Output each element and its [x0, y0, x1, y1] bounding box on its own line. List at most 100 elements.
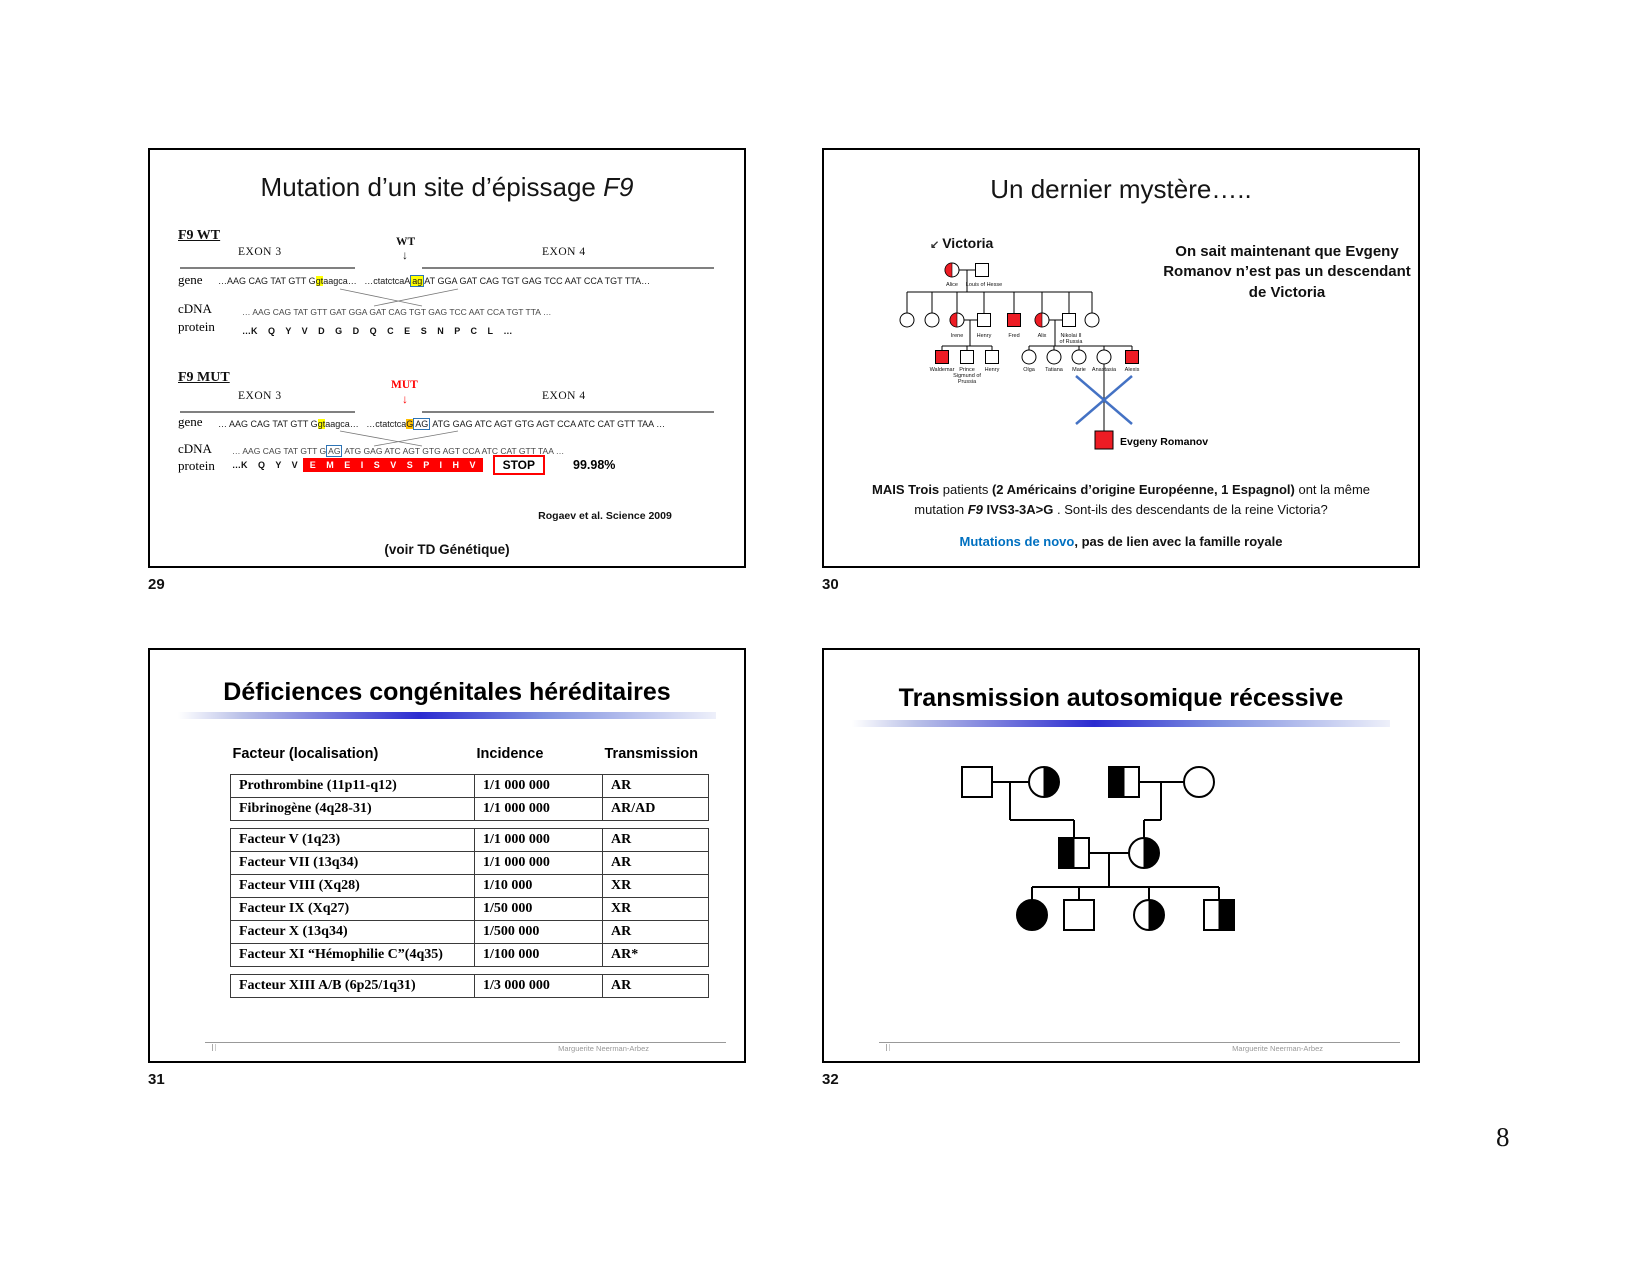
table-gap-row	[231, 821, 709, 829]
gene-symbol-italic: F9	[603, 172, 634, 202]
cell-transmission: AR	[602, 828, 709, 852]
cell-transmission: XR	[602, 874, 709, 898]
irene-label: Irene	[951, 333, 964, 339]
evgeny-label: Evgeny Romanov	[1120, 436, 1208, 448]
victoria-pointer-icon: ↙	[930, 239, 940, 251]
marie-circle	[1071, 349, 1087, 365]
mut-protein-row-label: protein	[178, 458, 215, 473]
table-row: Facteur VII (13q34) 1/1 000 000 AR	[230, 851, 709, 875]
grandmother-a-carrier-half	[1043, 766, 1060, 798]
cell-incidence: 1/1 000 000	[474, 774, 603, 798]
louis-label: Louis of Hesse	[966, 282, 1002, 288]
marie-label: Marie	[1072, 367, 1086, 373]
wt-section-heading: F9 WT	[178, 228, 221, 243]
recessive-pedigree-chart	[961, 766, 1235, 931]
cell-factor: Facteur IX (Xq27)	[230, 897, 475, 921]
wt-gene-sequence: …AAG CAG TAT GTT Ggtaagca… …ctatctcaA ag A…	[218, 275, 651, 287]
nikolai-label-line2: of Russia	[1060, 339, 1084, 345]
tatiana-label: Tatiana	[1045, 367, 1064, 373]
mut-tag: MUT	[391, 379, 418, 391]
cell-incidence: 1/1 000 000	[474, 797, 603, 821]
header-incidence: Incidence	[476, 746, 544, 762]
footer-line	[879, 1042, 1400, 1043]
mais-plain-3: . Sont-ils des descendants de la reine V…	[1053, 502, 1328, 518]
mut-acceptor-site-box: AG	[413, 418, 431, 430]
mut-section-heading: F9 MUT	[178, 370, 230, 385]
waldemar-affected-square	[935, 350, 949, 364]
slide-title: Transmission autosomique récessive	[898, 684, 1344, 712]
victoria-label: ↙ Victoria	[930, 235, 993, 251]
slide-31-number: 31	[148, 1071, 165, 1088]
table-row: Facteur XIII A/B (6p25/1q31) 1/3 000 000…	[230, 974, 709, 998]
mais-bold-1: MAIS Trois	[871, 482, 940, 497]
carrier-son-half	[1218, 899, 1235, 931]
alexis-label: Alexis	[1125, 367, 1140, 373]
olga-label: Olga	[1023, 367, 1036, 373]
mais-gene-symbol: F9	[967, 502, 983, 518]
mut-exon3-label: EXON 3	[238, 390, 282, 402]
fred-label: Fred	[1008, 333, 1019, 339]
denovo-line: Mutations de novo, pas de lien avec la f…	[824, 534, 1418, 549]
splice-diagram-lines	[180, 267, 714, 447]
carrier-daughter-half	[1148, 899, 1165, 931]
slide-30-number: 30	[822, 576, 839, 593]
cell-factor: Facteur XIII A/B (6p25/1q31)	[230, 974, 475, 998]
evgeny-note: On sait maintenant que Evgeny Romanov n’…	[1163, 243, 1411, 301]
denovo-rest-text: , pas de lien avec la famille royale	[1074, 534, 1283, 549]
cell-incidence: 1/100 000	[474, 943, 603, 967]
slide-29-number: 29	[148, 576, 165, 593]
sigmund-label-line3: Prussia	[958, 379, 977, 385]
mut-protein-normal-part: …K Q Y V	[232, 460, 298, 470]
evgeny-affected-square	[1094, 430, 1114, 450]
cell-incidence: 1/1 000 000	[474, 851, 603, 875]
pedigree-symbols	[961, 766, 1235, 931]
wt-exon3-label: EXON 3	[238, 246, 282, 258]
title-divider-bar	[178, 712, 716, 719]
table-gap-row	[231, 967, 709, 975]
sigmund-label-line2: Sigmund of	[953, 373, 981, 379]
anastasia-circle	[1096, 349, 1112, 365]
footer-line	[205, 1042, 726, 1043]
mut-cdna-retained-box: AG	[326, 445, 343, 457]
footer-author: Marguerite Neerman-Arbez	[558, 1044, 649, 1053]
cell-transmission: XR	[602, 897, 709, 921]
mut-gene-row-label: gene	[178, 414, 203, 429]
cell-transmission: AR	[602, 974, 709, 998]
female-circle	[899, 312, 915, 328]
cell-transmission: AR*	[602, 943, 709, 967]
footer-mark	[886, 1044, 890, 1051]
table-row: Prothrombine (11p11-q12) 1/1 000 000 AR	[230, 774, 709, 798]
wt-down-arrow-icon: ↓	[402, 248, 408, 262]
royal-pedigree-chart: Alice Louis of Hesse Irene Henry Fred Al…	[899, 262, 1208, 450]
pedigree-lines	[906, 269, 1133, 431]
cell-factor: Facteur VIII (Xq28)	[230, 874, 475, 898]
cell-factor: Prothrombine (11p11-q12)	[230, 774, 475, 798]
footer-author: Marguerite Neerman-Arbez	[1232, 1044, 1323, 1053]
wt-cdna-row-label: cDNA	[178, 301, 212, 316]
wt-protein-sequence: …K Q Y V D G D Q C E S N P C L …	[242, 326, 513, 336]
cell-transmission: AR	[602, 920, 709, 944]
wt-tag: WT	[396, 236, 416, 248]
grandfather-b-carrier-half	[1108, 766, 1125, 798]
slide-title-text: Mutation d’un site d’épissage	[260, 172, 604, 202]
waldemar-label: Waldemar	[930, 367, 955, 373]
cell-incidence: 1/500 000	[474, 920, 603, 944]
alice-carrier-half	[944, 262, 953, 278]
page-number: 8	[1496, 1122, 1510, 1152]
father-carrier-half	[1058, 837, 1075, 869]
wt-gene-seq-part4: AT GGA GAT CAG TGT GAG TCC AAT CCA TGT T…	[424, 276, 651, 286]
wt-gene-seq-part3: …ctatctcaA	[356, 276, 411, 286]
slide-30: Un dernier mystère….. ↙ Victoria On sait …	[822, 148, 1420, 568]
wt-gene-seq-part2: aagca…	[323, 276, 357, 286]
alexis-affected-square	[1125, 350, 1139, 364]
mut-cdna-row-label: cDNA	[178, 441, 212, 456]
female-circle	[924, 312, 940, 328]
percent-value: 99.98%	[573, 458, 616, 472]
mut-gene-seq-part4: ATG GAG ATC AGT GTG AGT CCA ATC CAT GTT …	[430, 419, 666, 429]
grandmother-b-circle	[1183, 766, 1215, 798]
slide-29: Mutation d’un site d’épissage F9 F9 WT E…	[148, 148, 746, 568]
grandfather-a-square	[961, 766, 993, 798]
mut-gene-seq-part1: … AAG CAG TAT GTT G	[218, 419, 318, 429]
mais-bold-3: IVS3-3A>G	[982, 502, 1054, 518]
